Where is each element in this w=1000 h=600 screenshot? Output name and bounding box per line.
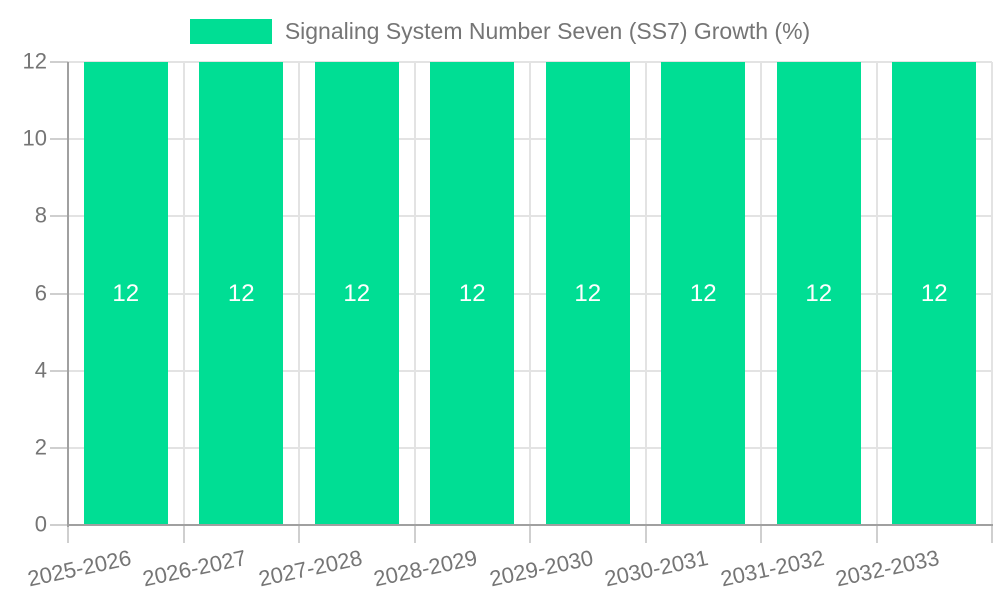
bar[interactable]: 12 [430,62,515,525]
y-axis-tick-label: 12 [22,48,47,74]
y-axis-tick [50,61,68,63]
x-axis-tick [67,526,69,543]
y-axis-tick-label: 0 [34,511,47,537]
y-axis-tick-label: 4 [34,357,47,383]
x-gridline [413,62,416,525]
x-axis-tick [644,526,647,543]
x-axis-category-label: 2025-2026 [24,545,133,592]
y-axis-tick-label: 8 [34,202,47,228]
x-axis-tick [413,526,416,543]
x-gridline [760,62,762,525]
x-axis-tick [529,526,531,543]
x-gridline [875,62,878,525]
y-axis-tick [50,292,68,295]
bar[interactable]: 12 [545,62,630,525]
y-axis-tick [50,446,68,449]
x-axis-category-label: 2030-2031 [602,545,711,592]
x-gridline [182,62,185,525]
y-axis-tick [50,524,68,526]
y-axis-tick [50,215,68,218]
x-axis-tick [298,526,300,543]
y-axis-tick-label: 6 [34,279,47,305]
bar-value-label: 12 [112,279,140,307]
bar-value-label: 12 [920,279,948,307]
x-axis-category-label: 2029-2030 [486,545,595,592]
x-gridline [991,62,993,525]
bar-value-label: 12 [458,279,486,307]
x-axis-tick [991,526,993,543]
chart-legend: Signaling System Number Seven (SS7) Grow… [0,16,1000,46]
y-axis-tick-label: 10 [22,125,47,151]
y-axis-tick [50,138,68,141]
bar[interactable]: 12 [199,62,284,525]
bar[interactable]: 12 [661,62,746,525]
bar[interactable]: 12 [776,62,861,525]
bar-value-label: 12 [689,279,717,307]
y-axis-tick-label: 2 [34,434,47,460]
bar-value-label: 12 [574,279,602,307]
legend-label: Signaling System Number Seven (SS7) Grow… [284,17,811,44]
x-axis-category-label: 2027-2028 [255,545,364,592]
bar-value-label: 12 [227,279,255,307]
x-axis-tick [182,526,185,543]
y-axis-line [67,62,69,527]
bar-value-label: 12 [805,279,833,307]
bar[interactable]: 12 [314,62,399,525]
x-axis-category-label: 2032-2033 [833,545,942,592]
x-gridline [529,62,531,525]
legend-item[interactable]: Signaling System Number Seven (SS7) Grow… [189,17,811,45]
x-gridline [298,62,300,525]
bar-value-label: 12 [343,279,371,307]
x-axis-line [67,524,993,526]
x-axis-tick [760,526,762,543]
x-axis-category-label: 2026-2027 [140,545,249,592]
bar[interactable]: 12 [83,62,168,525]
y-axis-tick [50,369,68,372]
x-axis-category-label: 2031-2032 [717,545,826,592]
legend-swatch [189,18,272,44]
x-gridline [644,62,647,525]
x-axis-tick [875,526,878,543]
x-axis-category-label: 2028-2029 [371,545,480,592]
bar[interactable]: 12 [892,62,977,525]
